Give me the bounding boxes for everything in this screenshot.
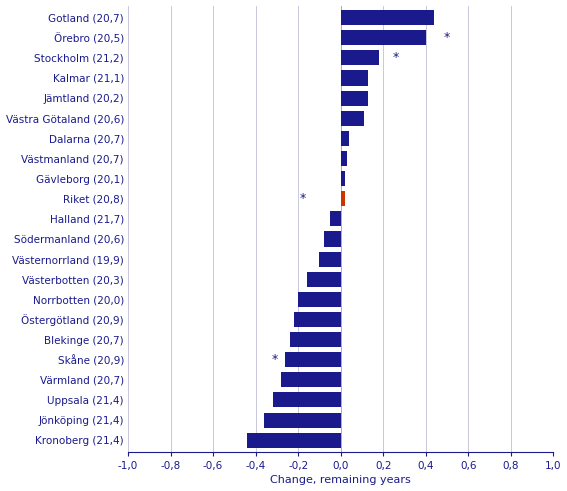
Bar	[281, 372, 341, 387]
Bar	[324, 231, 341, 246]
Bar	[341, 50, 379, 65]
Text: *: *	[272, 353, 278, 366]
Bar	[341, 10, 434, 25]
Text: *: *	[444, 31, 450, 44]
Bar	[264, 412, 341, 428]
Bar	[341, 70, 369, 85]
Text: *: *	[299, 192, 306, 205]
Bar	[341, 110, 364, 126]
Bar	[247, 433, 341, 448]
Bar	[341, 171, 345, 186]
Bar	[341, 30, 426, 45]
Bar	[294, 312, 341, 327]
Bar	[341, 191, 345, 206]
Bar	[319, 251, 341, 267]
Bar	[330, 211, 341, 226]
Bar	[298, 292, 341, 307]
Bar	[273, 392, 341, 408]
Bar	[341, 151, 347, 166]
Bar	[307, 272, 341, 287]
Bar	[285, 352, 341, 367]
Bar	[341, 90, 369, 106]
X-axis label: Change, remaining years: Change, remaining years	[270, 475, 411, 486]
Text: *: *	[393, 52, 399, 64]
Bar	[290, 332, 341, 347]
Bar	[341, 131, 349, 146]
